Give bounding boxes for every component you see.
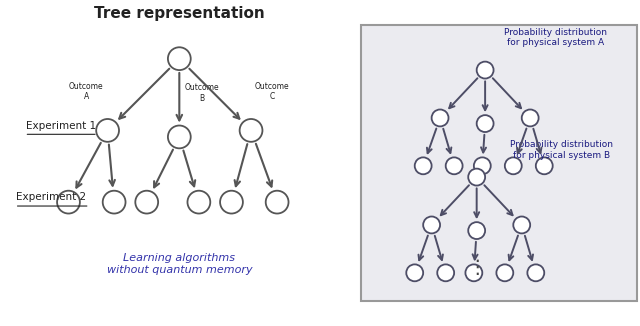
Circle shape (220, 191, 243, 214)
Circle shape (168, 126, 191, 148)
Text: Outcome
B: Outcome B (185, 83, 220, 103)
Text: Experiment 1: Experiment 1 (26, 121, 96, 130)
Circle shape (513, 216, 530, 233)
Circle shape (423, 216, 440, 233)
Text: Learning algorithms
without quantum memory: Learning algorithms without quantum memo… (106, 253, 252, 275)
Circle shape (465, 264, 483, 281)
Text: ⋮: ⋮ (467, 258, 486, 277)
Circle shape (468, 222, 485, 239)
Circle shape (445, 157, 463, 174)
Circle shape (188, 191, 211, 214)
Circle shape (437, 264, 454, 281)
Text: Experiment 2: Experiment 2 (17, 192, 86, 202)
Circle shape (522, 110, 539, 126)
Circle shape (505, 157, 522, 174)
FancyBboxPatch shape (361, 25, 637, 301)
Circle shape (415, 157, 431, 174)
Circle shape (431, 110, 449, 126)
Circle shape (477, 115, 493, 132)
Circle shape (497, 264, 513, 281)
Text: Tree representation: Tree representation (94, 6, 265, 21)
Circle shape (168, 47, 191, 70)
Circle shape (474, 157, 491, 174)
Circle shape (536, 157, 553, 174)
Circle shape (96, 119, 119, 142)
Circle shape (266, 191, 289, 214)
Text: Outcome
C: Outcome C (255, 82, 289, 101)
Circle shape (102, 191, 125, 214)
Text: Probability distribution
for physical system B: Probability distribution for physical sy… (509, 141, 612, 160)
Circle shape (406, 264, 423, 281)
Circle shape (468, 169, 485, 185)
Circle shape (477, 62, 493, 79)
Text: Probability distribution
for physical system A: Probability distribution for physical sy… (504, 28, 607, 47)
Circle shape (57, 191, 80, 214)
Circle shape (527, 264, 544, 281)
Circle shape (239, 119, 262, 142)
Circle shape (135, 191, 158, 214)
Text: Outcome
A: Outcome A (69, 82, 104, 101)
